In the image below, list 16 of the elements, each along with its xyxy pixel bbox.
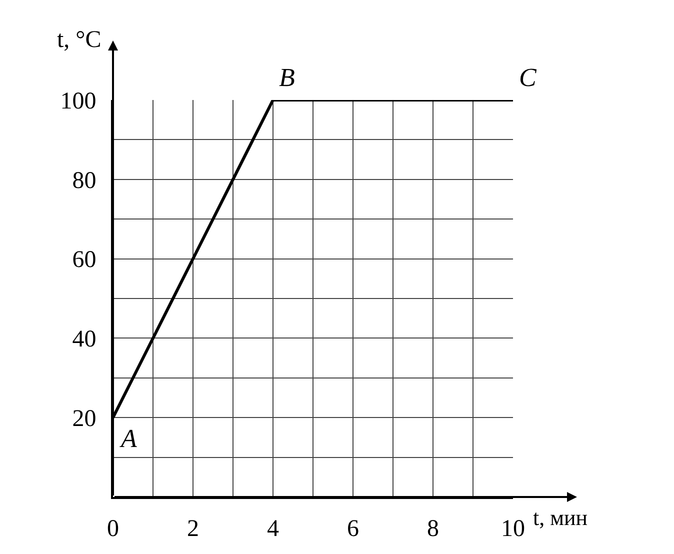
annotation: C xyxy=(519,63,537,92)
y-tick-label: 80 xyxy=(72,168,96,194)
x-tick-label: 4 xyxy=(267,516,279,542)
x-tick-label: 0 xyxy=(107,516,119,542)
x-axis-title: t, мин xyxy=(533,505,588,530)
y-tick-label: 60 xyxy=(72,247,96,274)
y-tick-label: 40 xyxy=(72,326,96,353)
annotation: A xyxy=(119,424,137,453)
x-tick-label: 10 xyxy=(501,516,525,542)
x-tick-label: 8 xyxy=(427,516,439,542)
x-tick-label: 2 xyxy=(187,516,199,542)
y-tick-label: 100 xyxy=(60,88,96,114)
y-tick-label: 20 xyxy=(72,406,96,432)
x-tick-label: 6 xyxy=(347,516,359,542)
y-axis-title: t, °C xyxy=(57,27,102,53)
annotation: B xyxy=(279,63,295,92)
